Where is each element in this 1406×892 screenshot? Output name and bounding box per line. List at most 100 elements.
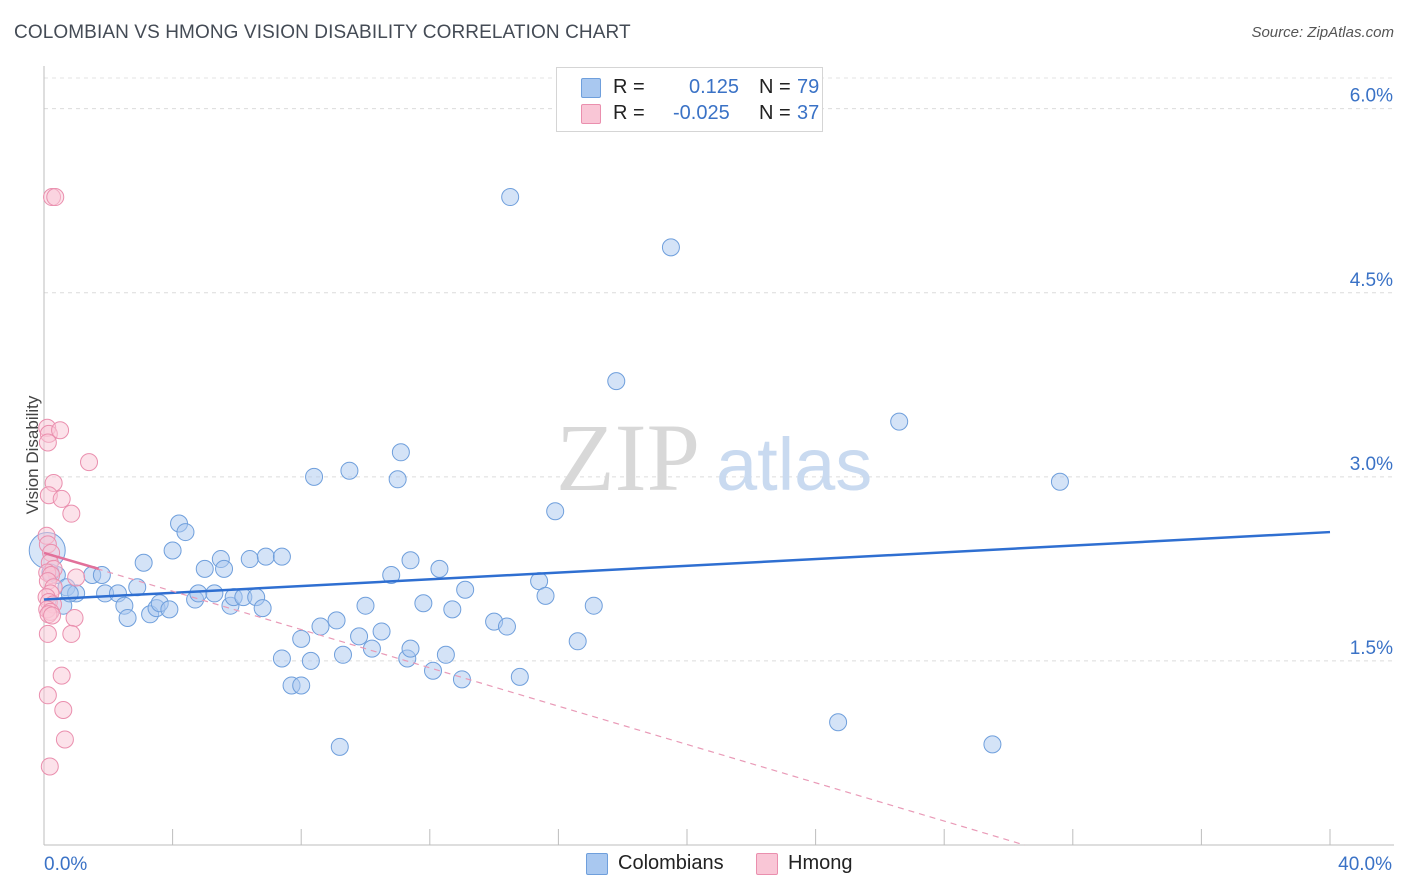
point-colombians [292, 676, 311, 695]
point-colombians [311, 617, 330, 636]
points-layer [28, 188, 1069, 776]
y-tick-label: 1.5% [1350, 638, 1393, 659]
point-hmong [62, 624, 81, 643]
point-colombians [1050, 472, 1069, 491]
point-colombians [195, 559, 214, 578]
legend-r-value: 0.125 [689, 76, 740, 98]
point-colombians [240, 550, 259, 569]
point-colombians [443, 600, 462, 619]
point-colombians [430, 559, 449, 578]
point-hmong [43, 606, 62, 625]
point-colombians [568, 632, 587, 651]
point-colombians [272, 649, 291, 668]
point-colombians [92, 566, 111, 585]
point-colombians [189, 584, 208, 603]
correlation-legend: R = 0.125 N = 79 R = -0.025 N = 37 [556, 67, 823, 132]
point-hmong [52, 666, 71, 685]
point-colombians [607, 372, 626, 391]
trend-line-colombians [43, 530, 1331, 601]
point-colombians [118, 608, 137, 627]
point-colombians [256, 547, 275, 566]
point-colombians [501, 188, 520, 207]
point-colombians [215, 559, 234, 578]
watermark-atlas-text: atlas [716, 423, 872, 506]
point-colombians [253, 599, 272, 618]
watermark-zip-text: ZIP [556, 404, 700, 511]
point-hmong [38, 624, 57, 643]
point-colombians [134, 553, 153, 572]
point-colombians [391, 443, 410, 462]
point-colombians [536, 586, 555, 605]
legend-r-label: R = [613, 102, 645, 124]
point-colombians [456, 580, 475, 599]
tick-labels: 1.5% 3.0% 4.5% 6.0% 0.0% 40.0% [44, 86, 1393, 875]
point-hmong [38, 686, 57, 705]
legend-n-label: N = [759, 102, 791, 124]
legend-r-label: R = [613, 76, 645, 98]
point-colombians [890, 412, 909, 431]
y-tick-label: 4.5% [1350, 270, 1393, 291]
point-colombians [340, 461, 359, 480]
trend-extension-hmong [43, 552, 1025, 846]
x-tick-label: 40.0% [1338, 854, 1392, 875]
point-colombians [414, 594, 433, 613]
legend-swatch-colombians [586, 853, 608, 875]
point-colombians [356, 596, 375, 615]
point-hmong [46, 188, 65, 207]
point-colombians [327, 611, 346, 630]
point-colombians [305, 467, 324, 486]
point-colombians [163, 541, 182, 560]
point-hmong [67, 568, 86, 587]
trend-layer [43, 530, 1331, 846]
point-colombians [382, 566, 401, 585]
point-colombians [205, 584, 224, 603]
point-colombians [436, 645, 455, 664]
legend-label-colombians: Colombians [618, 852, 724, 874]
point-colombians [510, 667, 529, 686]
point-hmong [55, 730, 74, 749]
point-colombians [330, 737, 349, 756]
legend-n-label: N = [759, 76, 791, 98]
point-hmong [40, 757, 59, 776]
point-colombians [584, 596, 603, 615]
legend-label-hmong: Hmong [788, 852, 853, 874]
point-colombians [350, 627, 369, 646]
point-colombians [546, 502, 565, 521]
legend-r-value: -0.025 [673, 102, 730, 124]
point-hmong [51, 421, 70, 440]
point-colombians [983, 735, 1002, 754]
point-colombians [301, 651, 320, 670]
chart-title: COLOMBIAN VS HMONG VISION DISABILITY COR… [14, 22, 631, 43]
point-hmong [80, 453, 99, 472]
point-colombians [333, 645, 352, 664]
point-colombians [272, 547, 291, 566]
point-colombians [372, 622, 391, 641]
source-label: Source: ZipAtlas.com [1251, 24, 1394, 41]
series-legend: Colombians Hmong [0, 852, 1406, 878]
y-tick-label: 3.0% [1350, 454, 1393, 475]
point-colombians [497, 617, 516, 636]
point-colombians [176, 523, 195, 542]
point-colombians [388, 470, 407, 489]
x-tick-label: 0.0% [44, 854, 87, 875]
legend-swatch-hmong [756, 853, 778, 875]
y-tick-label: 6.0% [1350, 86, 1393, 107]
trend-line-hmong [43, 551, 100, 571]
point-colombians [661, 238, 680, 257]
point-colombians [401, 551, 420, 570]
point-colombians [829, 713, 848, 732]
point-hmong [52, 489, 71, 508]
point-hmong [65, 608, 84, 627]
point-hmong [62, 504, 81, 523]
legend-swatch-hmong [581, 104, 601, 124]
point-colombians [160, 600, 179, 619]
point-colombians [401, 639, 420, 658]
point-hmong [54, 701, 73, 720]
legend-swatch-colombians [581, 78, 601, 98]
point-colombians [292, 629, 311, 648]
watermark: ZIP atlas [556, 404, 872, 511]
y-axis-title: Vision Disability [23, 395, 42, 514]
legend-n-value: 37 [797, 102, 820, 124]
point-hmong [38, 433, 57, 452]
